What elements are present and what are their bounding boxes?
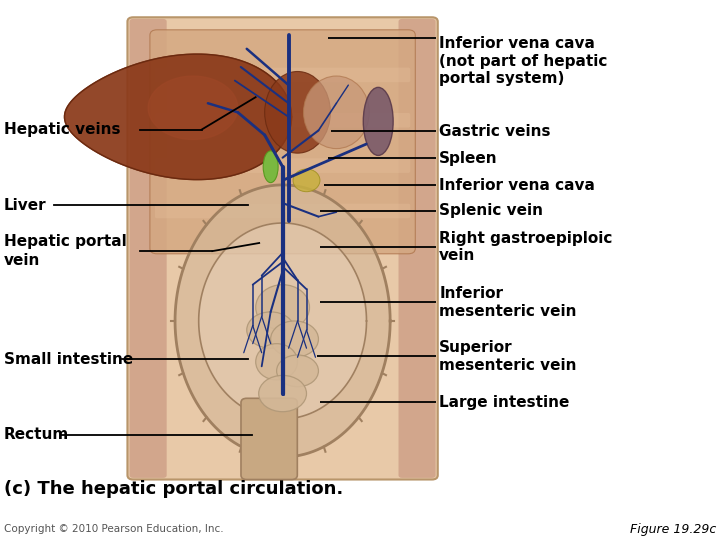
- Text: Hepatic veins: Hepatic veins: [4, 122, 120, 137]
- Ellipse shape: [247, 312, 294, 348]
- Text: Spleen: Spleen: [439, 151, 498, 166]
- FancyBboxPatch shape: [399, 19, 436, 478]
- Text: Superior
mesenteric vein: Superior mesenteric vein: [439, 340, 577, 373]
- Text: Hepatic portal
vein: Hepatic portal vein: [4, 234, 126, 268]
- Text: Right gastroepiploic
vein: Right gastroepiploic vein: [439, 231, 613, 263]
- Ellipse shape: [271, 321, 318, 357]
- Ellipse shape: [265, 71, 330, 153]
- Ellipse shape: [264, 151, 278, 183]
- Text: Splenic vein: Splenic vein: [439, 203, 543, 218]
- Ellipse shape: [364, 87, 393, 156]
- Ellipse shape: [304, 76, 369, 148]
- FancyBboxPatch shape: [127, 17, 438, 480]
- Text: Large intestine: Large intestine: [439, 395, 570, 410]
- Text: Copyright © 2010 Pearson Education, Inc.: Copyright © 2010 Pearson Education, Inc.: [4, 524, 223, 534]
- Text: Inferior vena cava: Inferior vena cava: [439, 178, 595, 193]
- FancyBboxPatch shape: [130, 19, 166, 478]
- Polygon shape: [199, 223, 366, 419]
- Text: Inferior vena cava
(not part of hepatic
portal system): Inferior vena cava (not part of hepatic …: [439, 36, 608, 86]
- Ellipse shape: [258, 375, 307, 411]
- FancyBboxPatch shape: [155, 113, 410, 127]
- FancyBboxPatch shape: [155, 68, 410, 82]
- Text: (c) The hepatic portal circulation.: (c) The hepatic portal circulation.: [4, 480, 343, 498]
- FancyBboxPatch shape: [150, 30, 415, 254]
- Polygon shape: [148, 76, 238, 139]
- FancyBboxPatch shape: [155, 158, 410, 173]
- FancyBboxPatch shape: [155, 204, 410, 218]
- Text: Inferior
mesenteric vein: Inferior mesenteric vein: [439, 286, 577, 319]
- Text: Figure 19.29c: Figure 19.29c: [630, 523, 716, 536]
- Ellipse shape: [293, 169, 320, 192]
- Text: Small intestine: Small intestine: [4, 352, 133, 367]
- Text: Gastric veins: Gastric veins: [439, 124, 551, 139]
- Text: Rectum: Rectum: [4, 427, 69, 442]
- Ellipse shape: [256, 285, 310, 330]
- FancyBboxPatch shape: [241, 399, 297, 480]
- Text: Liver: Liver: [4, 198, 46, 213]
- Polygon shape: [175, 185, 390, 457]
- Ellipse shape: [256, 343, 297, 380]
- Polygon shape: [65, 54, 292, 180]
- Ellipse shape: [276, 355, 318, 387]
